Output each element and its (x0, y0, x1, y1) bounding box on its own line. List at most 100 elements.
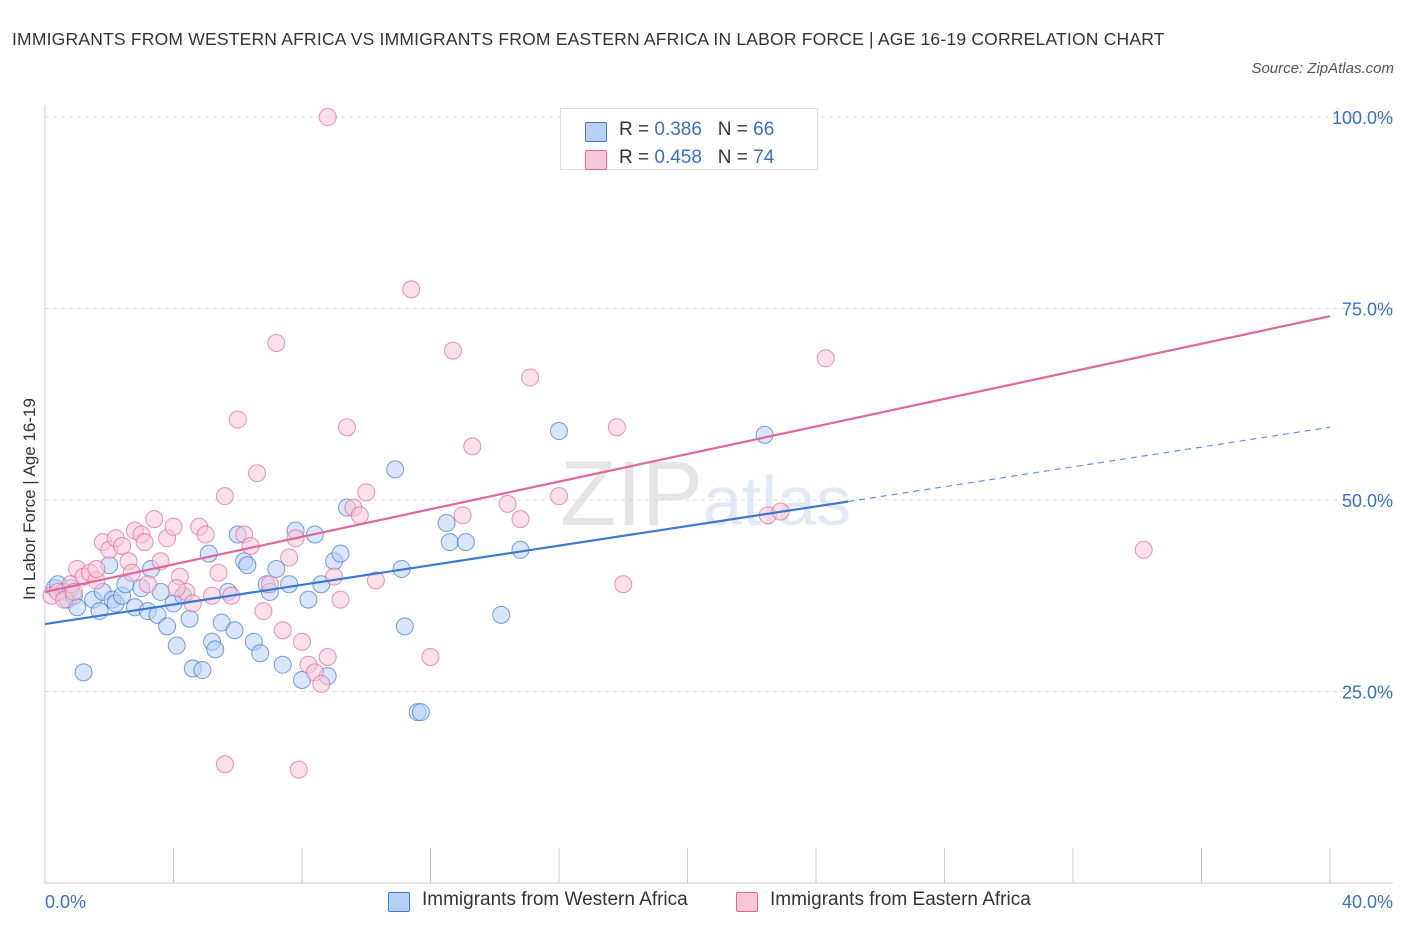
data-point (167, 579, 186, 598)
data-point (196, 525, 215, 544)
x-tick-label: 40.0% (1342, 892, 1393, 912)
data-point (87, 559, 106, 578)
n-label: N = (717, 147, 754, 168)
watermark: ZIPatlas (560, 443, 851, 545)
r-value: 0.386 (654, 119, 702, 140)
data-point (280, 575, 299, 594)
data-point (411, 703, 430, 722)
data-point (463, 437, 482, 456)
data-point (199, 544, 218, 563)
data-point (289, 760, 308, 779)
watermark-zip: ZIP (560, 443, 703, 545)
data-point (386, 460, 405, 479)
data-point (453, 506, 472, 525)
data-point (180, 609, 199, 628)
n-label: N = (717, 119, 754, 140)
data-point (337, 418, 356, 437)
trend-extension-western (848, 426, 1331, 503)
data-point (193, 661, 212, 680)
data-point (299, 590, 318, 609)
legend-label-eastern: Immigrants from Eastern Africa (770, 889, 1031, 910)
data-point (280, 548, 299, 567)
data-point (331, 544, 350, 563)
data-point (215, 487, 234, 506)
data-point (421, 648, 440, 667)
data-point (511, 510, 530, 529)
data-point (293, 632, 311, 651)
data-point (755, 425, 774, 444)
series-eastern-points (42, 108, 1153, 779)
data-point (437, 513, 456, 532)
y-tick-label: 25.0% (1342, 683, 1393, 703)
trend-line-eastern (44, 315, 1331, 593)
trend-line-western (44, 500, 849, 626)
data-point (550, 422, 568, 441)
western-swatch (388, 892, 410, 912)
data-point (164, 517, 183, 536)
trend-lines (44, 315, 1331, 626)
data-point (206, 640, 225, 659)
eastern-swatch (585, 150, 607, 170)
data-point (325, 567, 344, 586)
eastern-swatch (736, 892, 758, 912)
data-point (267, 333, 286, 352)
data-point (614, 575, 633, 594)
data-points (42, 108, 1153, 779)
data-point (443, 341, 462, 360)
stats-legend: R = 0.386 N = 66 R = 0.458 N = 74 (560, 108, 818, 170)
data-point (357, 483, 376, 502)
y-tick-label: 50.0% (1342, 491, 1393, 511)
chart-title: IMMIGRANTS FROM WESTERN AFRICA VS IMMIGR… (12, 29, 1165, 49)
data-point (331, 590, 350, 609)
data-point (318, 108, 337, 126)
x-tick-label: 0.0% (45, 892, 86, 912)
axes (44, 105, 1393, 884)
data-point (402, 280, 421, 299)
y-tick-label: 75.0% (1342, 300, 1393, 320)
r-label: R = (619, 119, 655, 140)
data-point (273, 621, 292, 640)
data-point (492, 605, 511, 624)
data-point (203, 586, 222, 605)
data-point (267, 559, 286, 578)
grid-lines (45, 116, 1393, 692)
y-axis-label: In Labor Force | Age 16-19 (20, 398, 39, 600)
data-point (145, 510, 164, 529)
data-point (1134, 540, 1153, 559)
data-point (521, 368, 540, 387)
data-point (366, 571, 385, 590)
data-point (456, 533, 475, 552)
data-point (318, 648, 337, 667)
data-point (607, 418, 626, 437)
data-point (312, 674, 331, 693)
data-point (158, 617, 177, 636)
data-point (273, 655, 292, 674)
data-point (74, 663, 93, 682)
n-value: 66 (753, 119, 775, 140)
watermark-atlas: atlas (703, 462, 851, 540)
data-point (816, 349, 835, 368)
data-point (254, 602, 273, 621)
data-point (238, 556, 257, 575)
data-point (167, 636, 186, 655)
data-point (228, 410, 247, 429)
r-label: R = (619, 147, 655, 168)
r-value: 0.458 (654, 147, 702, 168)
data-point (440, 533, 459, 552)
data-point (113, 536, 132, 555)
data-point (248, 464, 267, 483)
data-point (209, 563, 228, 582)
western-swatch (585, 122, 607, 142)
data-point (350, 506, 369, 525)
data-point (395, 617, 414, 636)
data-point (550, 487, 568, 506)
data-point (498, 494, 517, 513)
data-point (135, 533, 154, 552)
legend-label-western: Immigrants from Western Africa (422, 889, 688, 910)
source-credit: Source: ZipAtlas.com (1251, 60, 1394, 77)
tick-labels: 25.0% 50.0% 75.0% 100.0% 0.0% 40.0% (45, 108, 1393, 912)
data-point (225, 621, 244, 640)
n-value: 74 (753, 147, 775, 168)
data-point (251, 644, 270, 663)
